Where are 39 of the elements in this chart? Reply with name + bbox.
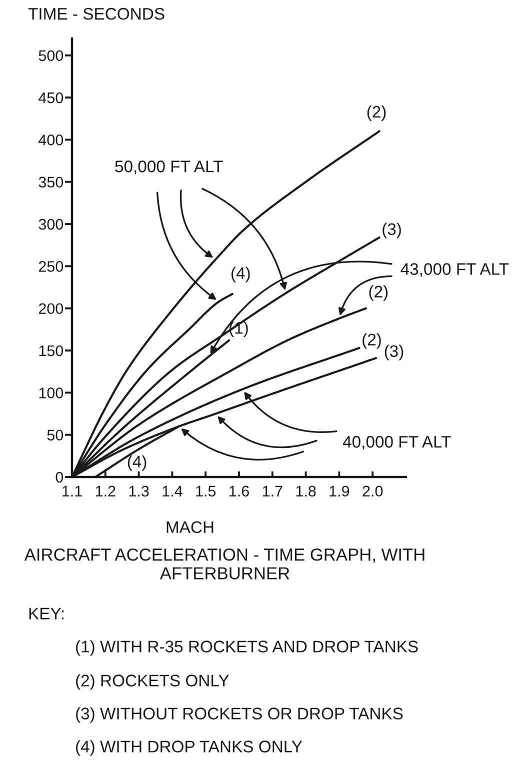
x-tick-label: 1.2: [96, 486, 116, 496]
x-tick-label: 1.6: [230, 486, 249, 497]
text: AIRCRAFT ACCELERATION - TIME GRAPH, WITH AFTERBURNER: [24, 548, 424, 580]
x-tick-label: 1.9: [330, 486, 350, 497]
y-tick-label: 450: [38, 92, 64, 104]
y-tick-label: 150: [39, 345, 64, 356]
y-tick-label: 350: [38, 176, 64, 188]
series-label: (3): [382, 222, 401, 238]
annotation: 50,000 FT ALT: [115, 160, 223, 174]
y-tick-label: 100: [39, 388, 64, 398]
series-label: (2): [369, 285, 388, 301]
y-axis-title: TIME - SECONDS: [28, 8, 164, 20]
series-label: (4): [128, 455, 146, 471]
x-tick-label: 1.4: [162, 486, 182, 496]
x-tick-label: 1.5: [196, 486, 216, 497]
x-tick-label: 1.1: [62, 486, 82, 496]
y-tick-label: 400: [38, 134, 64, 146]
x-axis-title: MACH: [166, 521, 214, 534]
annotation: 40,000 FT ALT: [342, 436, 451, 450]
text: KEY:: [29, 608, 64, 620]
x-tick-label: 1.8: [296, 486, 316, 497]
y-tick-label: 250: [38, 261, 64, 272]
annotation: 43,000 FT ALT: [400, 263, 509, 277]
x-tick-label: 1.3: [129, 486, 149, 497]
x-tick-label: 1.7: [262, 486, 282, 496]
series-label: (2): [362, 333, 381, 349]
y-tick-label: 300: [38, 218, 64, 230]
text: (2) ROCKETS ONLY: [76, 674, 229, 690]
y-tick-label: 200: [38, 303, 64, 314]
y-tick-label: 500: [38, 50, 64, 62]
text: (1) WITH R-35 ROCKETS AND DROP TANKS: [76, 640, 418, 656]
y-tick-label: 50: [47, 430, 64, 441]
series-label: (3): [384, 344, 404, 360]
text: (4) WITH DROP TANKS ONLY: [76, 740, 302, 756]
text: (3) WITHOUT ROCKETS OR DROP TANKS: [76, 707, 403, 723]
series-label: (2): [367, 105, 386, 121]
x-tick-label: 2.0: [362, 486, 383, 497]
y-tick-label: 0: [56, 472, 64, 483]
legend-label: (4): [232, 266, 250, 282]
